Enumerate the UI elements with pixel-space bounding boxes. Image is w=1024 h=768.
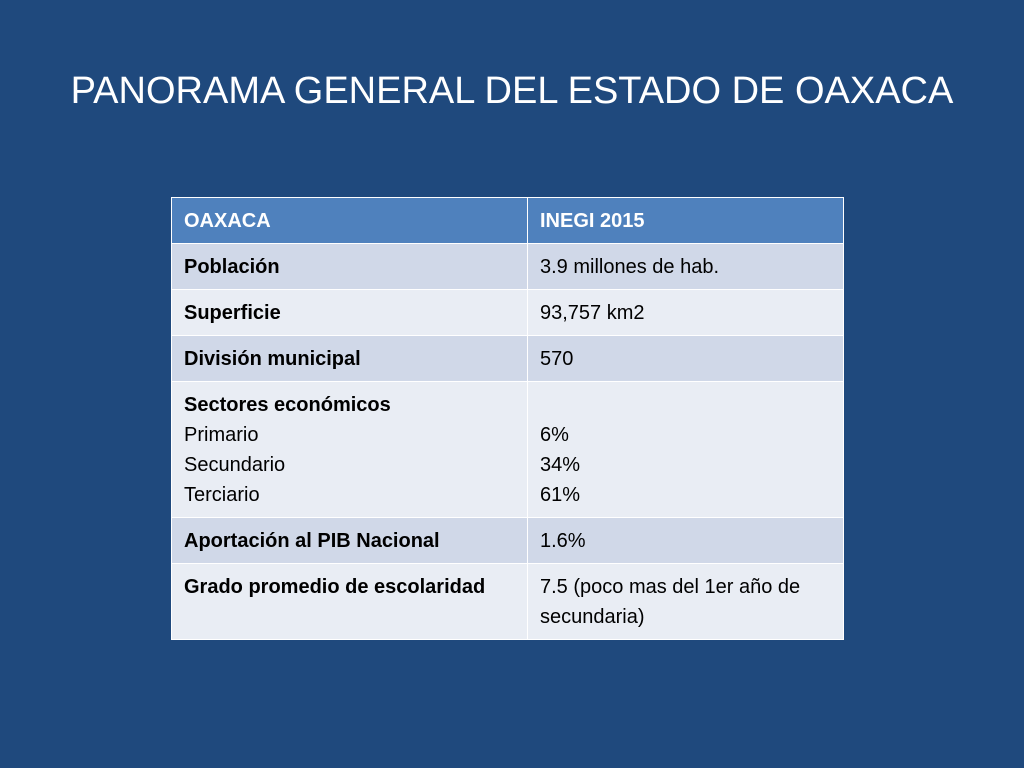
sector-primario-value: 6%	[540, 424, 569, 446]
sector-terciario-value: 61%	[540, 484, 581, 506]
header-oaxaca: OAXACA	[171, 197, 528, 244]
sector-spacer	[540, 390, 831, 420]
table-row: Superficie 93,757 km2	[171, 289, 844, 336]
table-row: División municipal 570	[171, 335, 844, 382]
row-value-escolaridad: 7.5 (poco mas del 1er año de secundaria)	[527, 563, 844, 640]
sector-secundario-value: 34%	[540, 454, 581, 476]
sector-secundario-label: Secundario	[184, 454, 286, 476]
row-value-poblacion: 3.9 millones de hab.	[527, 243, 844, 290]
row-label-escolaridad: Grado promedio de escolaridad	[171, 563, 528, 640]
sector-primario-label: Primario	[184, 424, 259, 446]
sectores-heading: Sectores económicos	[184, 394, 391, 416]
table-header-row: OAXACA INEGI 2015	[171, 197, 844, 244]
row-label-pib: Aportación al PIB Nacional	[171, 517, 528, 564]
row-label-sectores: Sectores económicos Primario Secundario …	[171, 381, 528, 518]
table-row: Grado promedio de escolaridad 7.5 (poco …	[171, 563, 844, 640]
slide-title: PANORAMA GENERAL DEL ESTADO DE OAXACA	[70, 70, 954, 112]
row-value-superficie: 93,757 km2	[527, 289, 844, 336]
sector-terciario-label: Terciario	[184, 484, 260, 506]
row-label-superficie: Superficie	[171, 289, 528, 336]
oaxaca-info-table: OAXACA INEGI 2015 Población 3.9 millones…	[171, 197, 844, 640]
row-value-pib: 1.6%	[527, 517, 844, 564]
row-value-division-municipal: 570	[527, 335, 844, 382]
table-row: Sectores económicos Primario Secundario …	[171, 381, 844, 518]
table-row: Población 3.9 millones de hab.	[171, 243, 844, 290]
table-row: Aportación al PIB Nacional 1.6%	[171, 517, 844, 564]
row-label-poblacion: Población	[171, 243, 528, 290]
row-label-division-municipal: División municipal	[171, 335, 528, 382]
row-value-sectores: 6% 34% 61%	[527, 381, 844, 518]
header-inegi-2015: INEGI 2015	[527, 197, 844, 244]
